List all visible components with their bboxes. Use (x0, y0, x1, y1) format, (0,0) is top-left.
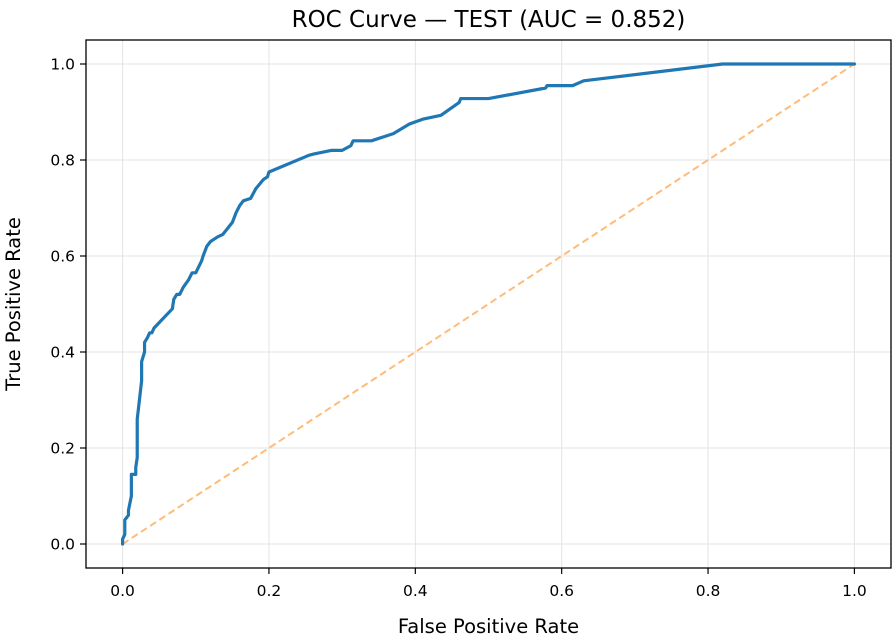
grid-lines (86, 40, 891, 568)
x-tick-label: 0.6 (549, 582, 574, 600)
x-tick-label: 0.4 (403, 582, 428, 600)
chart-title: ROC Curve — TEST (AUC = 0.852) (292, 7, 686, 33)
y-tick-label: 1.0 (50, 56, 75, 74)
x-tick-label: 0.8 (696, 582, 721, 600)
x-tick-label: 0.2 (257, 582, 282, 600)
y-tick-label: 0.6 (50, 248, 75, 266)
y-tick-label: 0.4 (50, 344, 75, 362)
y-tick-label: 0.8 (50, 152, 75, 170)
y-tick-label: 0.0 (50, 536, 75, 554)
series-layer (120, 62, 857, 546)
chance-diagonal-line (122, 63, 855, 545)
x-axis-label: False Positive Rate (398, 615, 579, 638)
roc-curve-line (120, 62, 857, 546)
y-tick-label: 0.2 (50, 440, 75, 458)
y-axis-label: True Positive Rate (2, 217, 25, 392)
axis-ticks: 0.0 0.2 0.4 0.6 0.8 1.0 0.0 0.2 0.4 0.6 0.8 1.0 (50, 56, 866, 601)
x-tick-label: 0.0 (110, 582, 135, 600)
plot-frame (85, 39, 892, 569)
x-tick-label: 1.0 (842, 582, 867, 600)
